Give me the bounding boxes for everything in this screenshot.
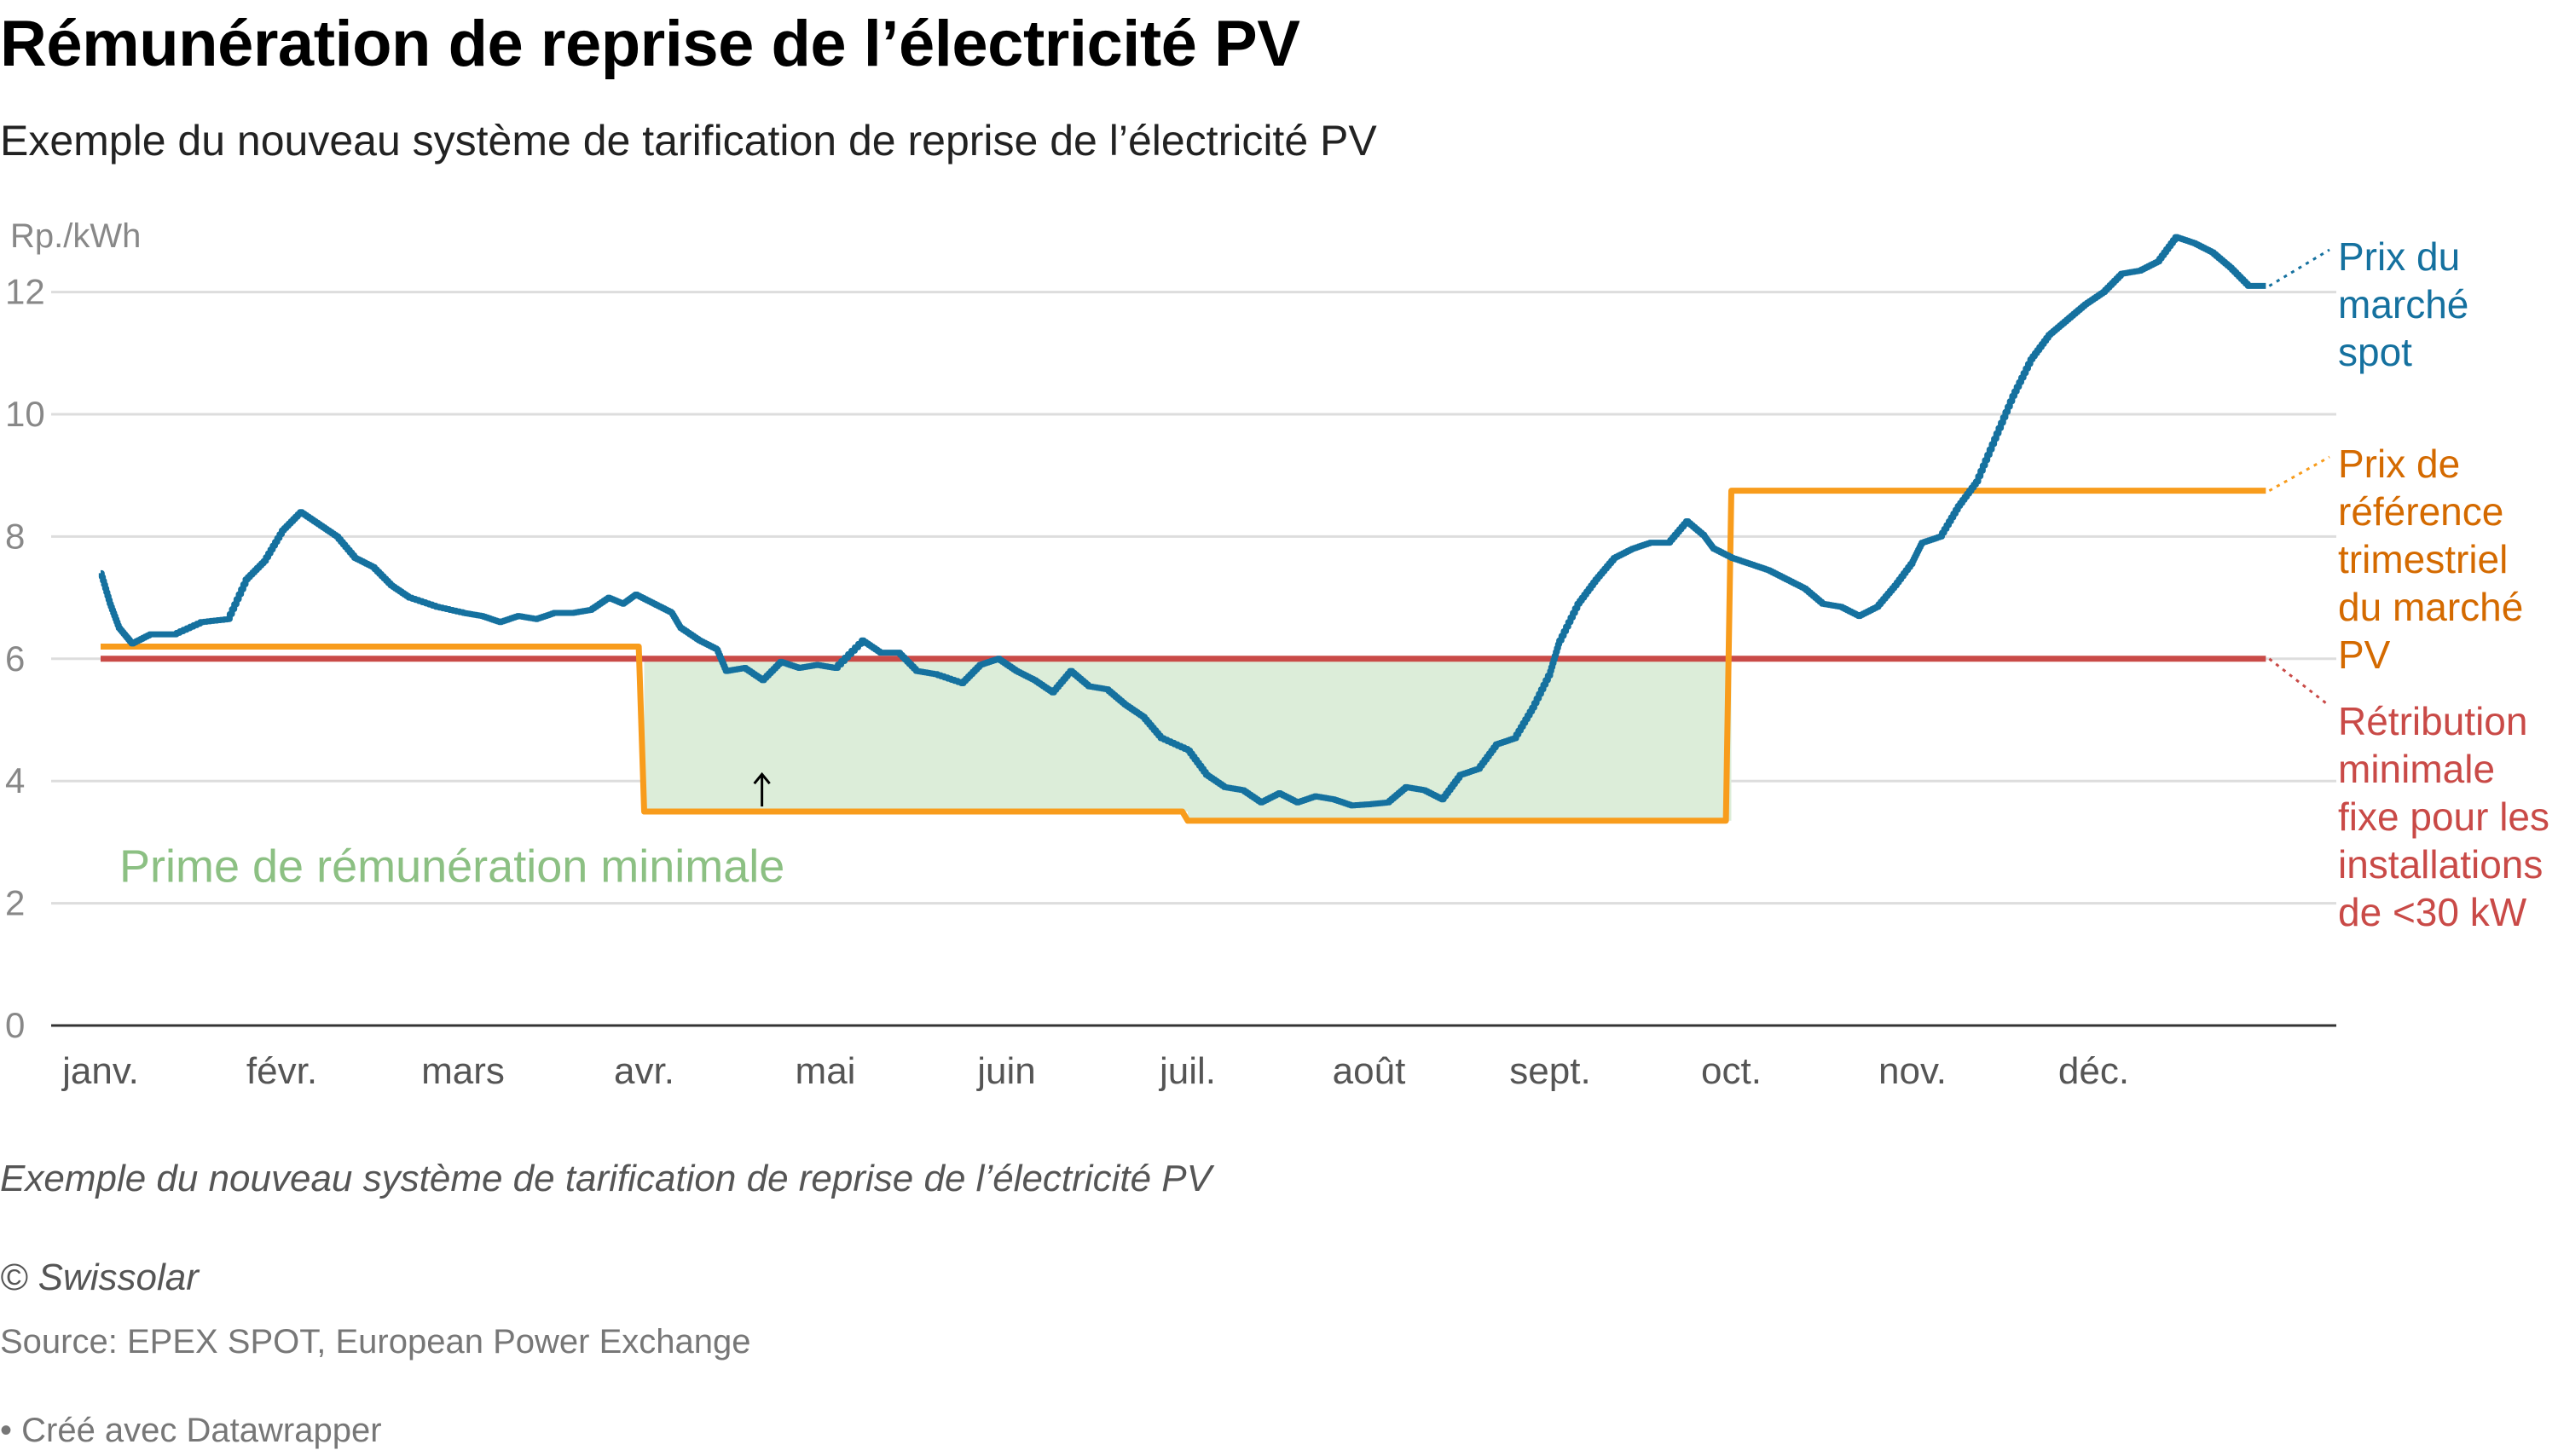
x-tick-1: janv. (61, 1050, 139, 1092)
x-tick-6: juin (975, 1050, 1036, 1092)
x-tick-12: déc. (2058, 1050, 2129, 1092)
series-labels: Prix du marché spot Prix de référence trimest… (2338, 234, 2549, 934)
series-label-reference: Prix de référence trimestriel du marché PV (2338, 442, 2523, 677)
x-tick-2: févr. (246, 1050, 317, 1092)
source: Source: EPEX SPOT, European Power Exchan… (0, 1323, 751, 1361)
reference-price-line (101, 488, 2266, 824)
y-tick-8: 8 (5, 516, 25, 556)
connector-minimum (2268, 657, 2330, 708)
x-tick-8: août (1333, 1050, 1406, 1092)
premium-area (644, 658, 1732, 821)
y-tick-2: 2 (5, 883, 25, 923)
page-title: Rémunération de reprise de l’électricité… (0, 8, 1300, 80)
y-axis-label: Rp./kWh (10, 217, 141, 255)
page-subtitle: Exemple du nouveau système de tarificati… (0, 117, 1377, 165)
x-tick-5: mai (796, 1050, 856, 1092)
premium-arrowhead (753, 771, 771, 785)
x-tick-labels: janv. févr. mars avr. mai juin juil. août sept. o… (61, 1050, 2129, 1092)
spot-price-line (98, 234, 2267, 809)
y-tick-4: 4 (5, 760, 25, 800)
premium-label: Prime de rémunération minimale (119, 841, 784, 893)
y-tick-6: 6 (5, 638, 25, 679)
x-tick-4: avr. (614, 1050, 674, 1092)
x-tick-10: oct. (1701, 1050, 1762, 1092)
x-tick-11: nov. (1878, 1050, 1947, 1092)
y-tick-12: 12 (5, 272, 45, 312)
credit: • Créé avec Datawrapper (0, 1412, 382, 1449)
x-tick-7: juil. (1158, 1050, 1216, 1092)
connector-spot (2268, 248, 2330, 287)
x-tick-3: mars (421, 1050, 505, 1092)
y-tick-labels: 0 2 4 6 8 10 12 (5, 272, 45, 1045)
chart-notes: Exemple du nouveau système de tarificati… (0, 1158, 1212, 1199)
label-connectors (2268, 248, 2330, 708)
series-label-minimum: Rétribution minimale fixe pour les installa… (2338, 699, 2549, 934)
connector-reference (2268, 455, 2330, 492)
series-label-spot: Prix du marché spot (2338, 234, 2468, 374)
y-tick-10: 10 (5, 394, 45, 434)
y-tick-0: 0 (5, 1005, 25, 1045)
byline: © Swissolar (0, 1257, 199, 1298)
x-tick-9: sept. (1509, 1050, 1590, 1092)
